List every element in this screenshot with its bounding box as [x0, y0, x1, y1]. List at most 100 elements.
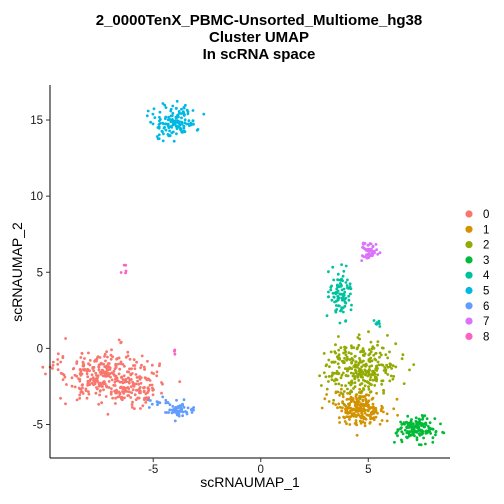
point-cluster-5 — [172, 139, 176, 143]
point-cluster-0 — [102, 388, 105, 392]
point-cluster-0 — [103, 371, 106, 375]
point-cluster-3 — [403, 428, 407, 432]
point-cluster-2 — [337, 382, 341, 386]
point-cluster-3 — [410, 428, 414, 431]
point-cluster-4 — [338, 292, 342, 296]
point-cluster-1 — [356, 407, 359, 411]
point-cluster-0 — [88, 379, 91, 383]
point-cluster-2 — [384, 353, 388, 357]
point-cluster-0 — [78, 393, 82, 397]
point-cluster-1 — [347, 406, 351, 410]
point-cluster-0 — [124, 377, 128, 381]
point-cluster-2 — [359, 368, 363, 372]
legend-item-3: 3 — [465, 255, 489, 267]
point-cluster-0 — [110, 387, 113, 390]
point-cluster-0 — [100, 383, 103, 387]
point-cluster-0 — [140, 363, 143, 367]
point-cluster-0 — [106, 412, 110, 416]
point-cluster-0 — [129, 378, 132, 382]
point-cluster-2 — [362, 387, 365, 390]
point-cluster-5 — [163, 103, 167, 107]
series-6-points — [147, 395, 196, 423]
point-cluster-5 — [186, 110, 190, 114]
point-cluster-1 — [362, 407, 366, 411]
point-cluster-6 — [168, 408, 172, 412]
point-cluster-0 — [101, 374, 105, 378]
point-cluster-0 — [98, 389, 102, 393]
point-cluster-0 — [152, 372, 156, 375]
point-cluster-0 — [64, 402, 67, 406]
point-cluster-1 — [354, 419, 358, 422]
point-cluster-3 — [434, 430, 438, 434]
point-cluster-0 — [87, 351, 90, 355]
point-cluster-1 — [379, 409, 383, 413]
point-cluster-0 — [97, 402, 101, 406]
point-cluster-0 — [115, 379, 119, 383]
point-cluster-0 — [92, 379, 95, 382]
point-cluster-3 — [403, 422, 406, 426]
point-cluster-4 — [343, 290, 347, 294]
point-cluster-2 — [368, 378, 372, 382]
point-cluster-0 — [96, 387, 99, 391]
point-cluster-1 — [346, 391, 349, 395]
point-cluster-5 — [161, 139, 165, 143]
point-cluster-0 — [81, 386, 84, 390]
point-cluster-5 — [161, 102, 165, 105]
point-cluster-0 — [110, 378, 114, 382]
series-8-points — [119, 263, 177, 356]
point-cluster-2 — [350, 381, 354, 385]
y-tick-label: 5 — [37, 267, 43, 279]
point-cluster-1 — [396, 413, 399, 417]
point-cluster-0 — [109, 353, 113, 357]
point-cluster-0 — [130, 367, 133, 371]
point-cluster-0 — [128, 367, 131, 371]
point-cluster-4 — [330, 298, 334, 302]
point-cluster-2 — [391, 364, 395, 368]
point-cluster-4 — [336, 294, 340, 298]
point-cluster-4 — [345, 284, 349, 287]
point-cluster-1 — [374, 415, 378, 419]
point-cluster-5 — [162, 132, 165, 136]
point-cluster-1 — [371, 396, 375, 400]
point-cluster-2 — [369, 375, 373, 379]
point-cluster-0 — [92, 366, 96, 369]
point-cluster-2 — [344, 350, 348, 354]
point-cluster-2 — [351, 358, 355, 362]
point-cluster-0 — [80, 372, 84, 376]
series-2-points — [318, 330, 416, 406]
point-cluster-5 — [153, 116, 157, 119]
point-cluster-5 — [166, 133, 170, 136]
point-cluster-0 — [56, 368, 60, 372]
legend-key — [465, 210, 473, 218]
point-cluster-0 — [86, 367, 90, 371]
point-cluster-4 — [346, 286, 349, 290]
point-cluster-0 — [86, 382, 90, 385]
legend-item-4: 4 — [465, 270, 490, 282]
point-cluster-2 — [322, 371, 326, 375]
point-cluster-3 — [411, 422, 415, 425]
point-cluster-0 — [121, 381, 125, 385]
point-cluster-4 — [339, 284, 343, 288]
x-tick-label: 0 — [258, 464, 264, 476]
point-cluster-8 — [173, 352, 177, 356]
point-cluster-0 — [147, 396, 151, 400]
point-cluster-2 — [376, 340, 380, 343]
legend-label: 6 — [483, 301, 489, 313]
point-cluster-2 — [355, 363, 359, 367]
point-cluster-2 — [357, 333, 361, 337]
point-cluster-4 — [338, 321, 342, 325]
point-cluster-2 — [320, 384, 323, 387]
point-cluster-7 — [376, 252, 380, 256]
point-cluster-2 — [384, 369, 388, 372]
point-cluster-2 — [358, 357, 361, 360]
point-cluster-0 — [87, 390, 90, 394]
point-cluster-0 — [155, 370, 159, 374]
point-cluster-2 — [367, 385, 370, 388]
point-cluster-7 — [362, 243, 365, 246]
point-cluster-2 — [372, 353, 376, 357]
point-cluster-1 — [341, 395, 345, 399]
point-cluster-1 — [367, 393, 371, 397]
y-tick-label: -5 — [33, 420, 43, 432]
point-cluster-1 — [367, 405, 370, 409]
